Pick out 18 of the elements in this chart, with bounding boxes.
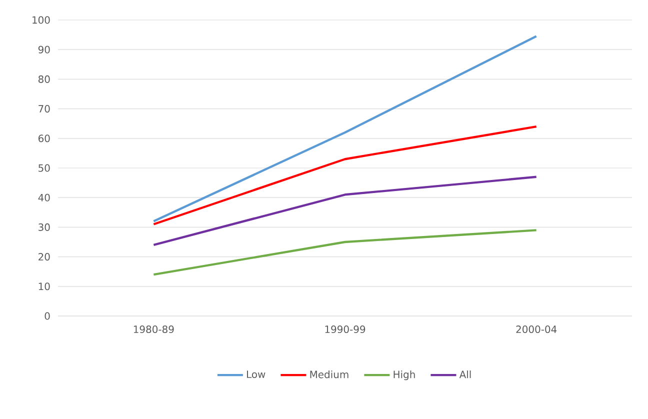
- x-tick-label: 1990-99: [325, 326, 366, 334]
- y-tick-label: 100: [32, 16, 50, 24]
- y-tick-label: 70: [38, 105, 50, 113]
- y-tick-label: 0: [44, 312, 50, 320]
- y-tick-label: 50: [38, 164, 50, 172]
- legend-label: Low: [247, 370, 266, 378]
- y-tick-label: 60: [38, 134, 50, 142]
- y-tick-label: 90: [38, 46, 50, 54]
- y-tick-label: 30: [38, 223, 50, 231]
- legend-label: All: [459, 370, 471, 378]
- x-tick-label: 2000-04: [516, 326, 557, 334]
- y-tick-label: 80: [38, 75, 50, 83]
- y-tick-label: 40: [38, 194, 50, 202]
- legend-label: High: [394, 370, 415, 380]
- y-tick-label: 20: [38, 253, 50, 261]
- x-tick-label: 1980-89: [134, 326, 174, 334]
- y-tick-label: 10: [38, 282, 50, 290]
- legend-label: Medium: [310, 370, 348, 378]
